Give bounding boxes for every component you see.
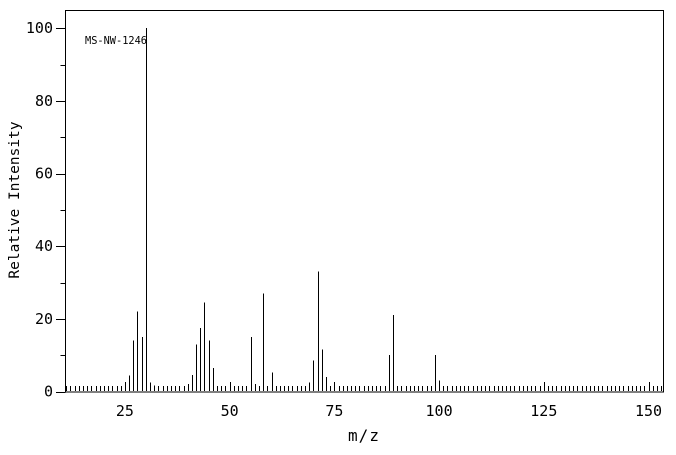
x-axis-tick-label: 50 — [221, 402, 239, 420]
x-axis-tick-label: 125 — [530, 402, 557, 420]
y-axis-tick-label: 40 — [35, 237, 53, 255]
y-axis-tick-label: 0 — [44, 383, 53, 401]
y-axis-tick-label: 20 — [35, 310, 53, 328]
x-axis-tick-label: 100 — [426, 402, 453, 420]
y-axis-tick-label: 100 — [26, 19, 53, 37]
spectrum-id-annotation: MS-NW-1246 — [85, 35, 147, 47]
x-axis-tick-label: 75 — [325, 402, 343, 420]
plot-frame — [65, 10, 664, 393]
y-axis-tick-label: 60 — [35, 165, 53, 183]
x-axis-tick-label: 25 — [116, 402, 134, 420]
y-axis-title: Relative Intensity — [7, 121, 23, 279]
x-axis-title: m/z — [348, 426, 380, 445]
y-axis-tick-label: 80 — [35, 92, 53, 110]
x-axis-tick-label: 150 — [635, 402, 662, 420]
